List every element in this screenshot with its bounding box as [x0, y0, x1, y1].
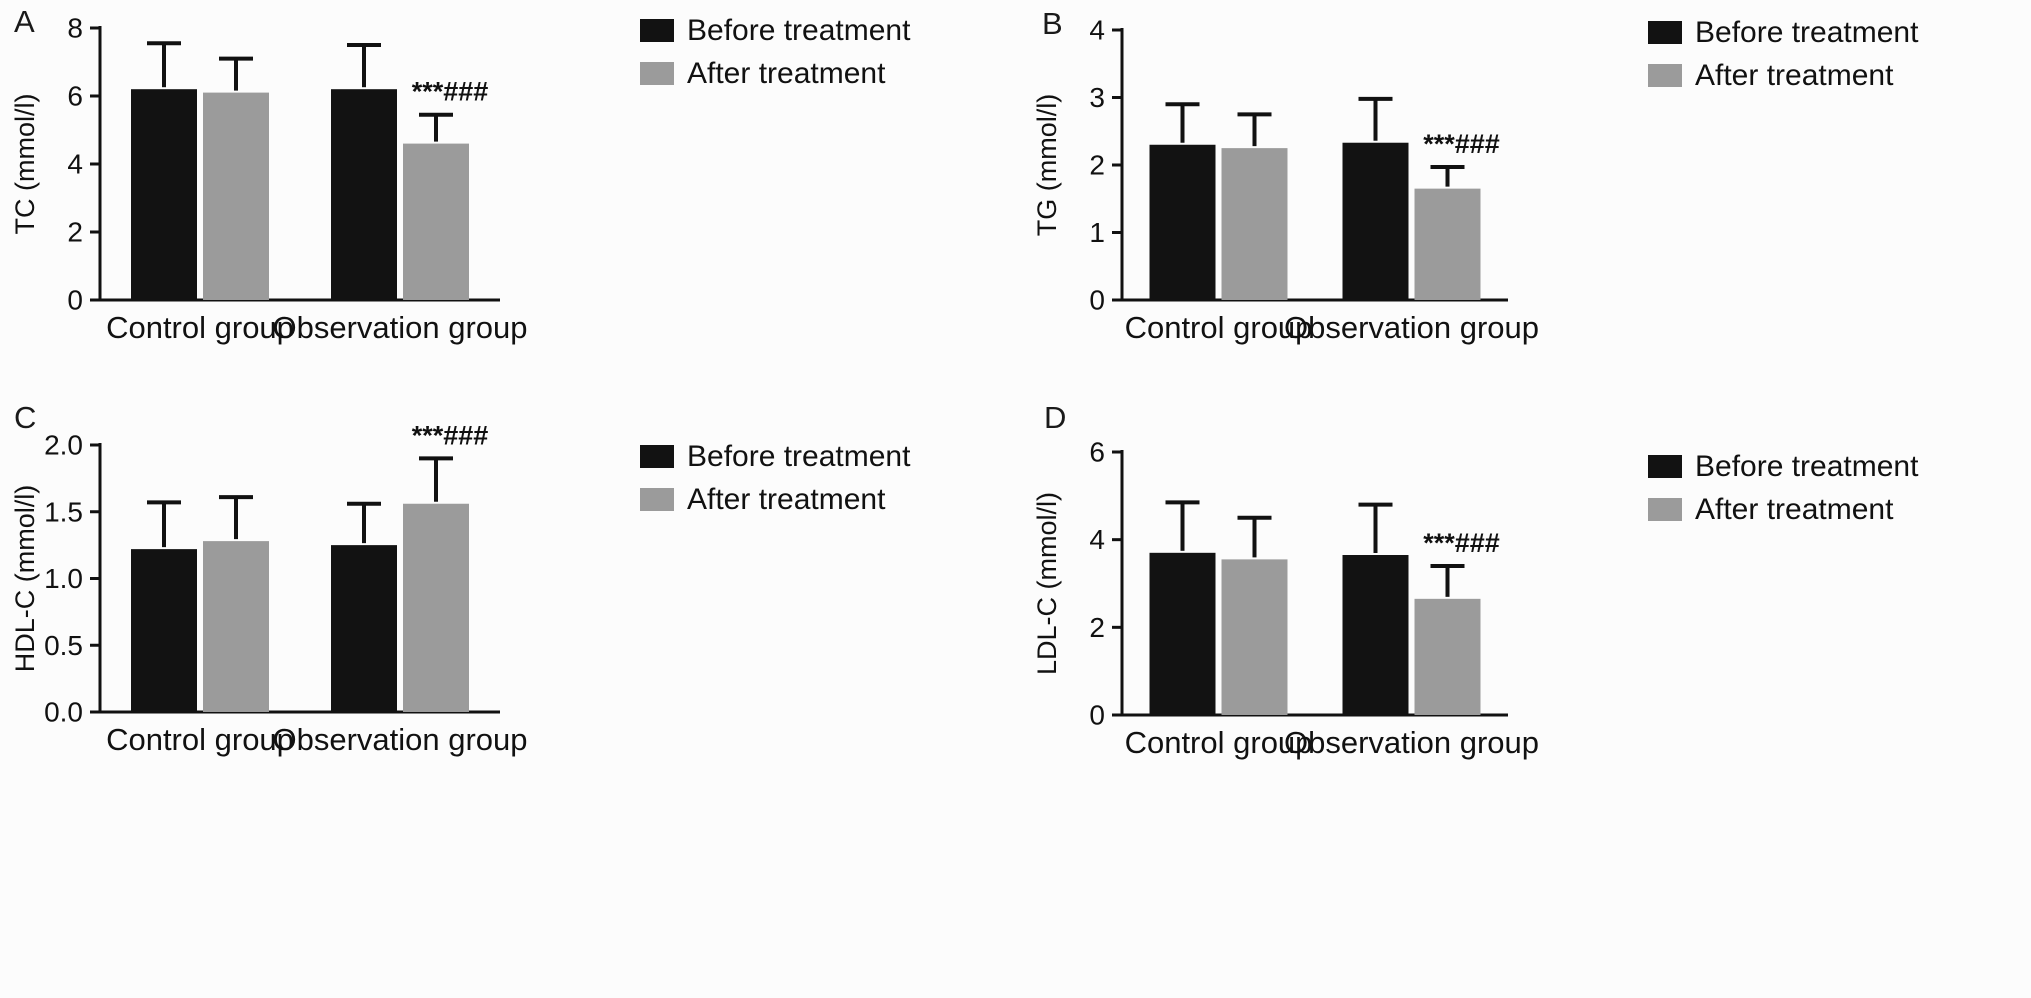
category-label: Observation group [272, 310, 527, 345]
bar [203, 92, 269, 300]
chart-svg: 0 2 4 6 LDL-C (mmol/l) Control group ***### Obs… [1032, 437, 1539, 761]
y-tick-label: 3 [1089, 82, 1105, 113]
category-label: Observation group [272, 722, 527, 757]
legend-swatch-after [640, 62, 674, 85]
legend-swatch-after [1648, 498, 1682, 521]
legend-item-after: After treatment [1648, 493, 1918, 526]
legend-swatch-after [640, 488, 674, 511]
legend-label-after: After treatment [1695, 493, 1894, 526]
y-axis-label: TC (mmol/l) [10, 94, 40, 235]
bar [403, 143, 469, 300]
bar-chart-tg: 0 1 2 3 4 TG (mmol/l) Control group ***### Obser… [1016, 0, 2031, 390]
bar [203, 541, 269, 712]
bar [1414, 598, 1481, 715]
y-axis-label: LDL-C (mmol/l) [1032, 492, 1062, 675]
y-tick-label: 2 [1089, 150, 1105, 181]
bar [1221, 148, 1288, 300]
bar [331, 545, 397, 712]
legend-label-before: Before treatment [1695, 16, 1919, 49]
bar [1221, 559, 1288, 715]
legend-swatch-before [1648, 455, 1682, 478]
legend-swatch-after [1648, 64, 1682, 87]
panel-letter: C [14, 400, 37, 435]
y-tick-label: 0 [1089, 700, 1105, 731]
legend-label-after: After treatment [687, 483, 886, 516]
bar [1342, 142, 1409, 300]
legend: Before treatment After treatment [640, 14, 910, 100]
bar [131, 549, 197, 712]
category-label: Observation group [1284, 310, 1539, 345]
y-tick-label: 0 [67, 285, 83, 316]
significance-annotation: ***### [1423, 528, 1500, 558]
y-axis-label: TG (mmol/l) [1032, 94, 1062, 236]
legend-item-after: After treatment [640, 483, 910, 516]
legend-swatch-before [640, 445, 674, 468]
category-label: Control group [106, 722, 294, 757]
legend-label-before: Before treatment [1695, 450, 1919, 483]
category-label: Control group [1125, 725, 1313, 760]
y-tick-label: 1 [1089, 217, 1105, 248]
category-label: Control group [1125, 310, 1313, 345]
panel-letter: D [1044, 400, 1067, 435]
legend-swatch-before [1648, 21, 1682, 44]
significance-annotation: ***### [412, 77, 489, 107]
bar-chart-hdl: 0.0 0.5 1.0 1.5 2.0 HDL-C (mmol/l) Control gro… [0, 390, 1015, 998]
y-tick-label: 4 [1089, 524, 1105, 555]
bar [1414, 188, 1481, 300]
legend-swatch-before [640, 19, 674, 42]
panel-d: D 0 2 4 6 LDL-C (mmol/l) Control group ***### O… [1016, 390, 2031, 998]
y-tick-label: 8 [67, 13, 83, 44]
category-label: Control group [106, 310, 294, 345]
panel-letter: A [14, 4, 35, 39]
legend-item-before: Before treatment [1648, 16, 1918, 49]
y-tick-label: 6 [1089, 437, 1105, 468]
legend-item-before: Before treatment [1648, 450, 1918, 483]
legend: Before treatment After treatment [1648, 450, 1918, 536]
y-tick-label: 2 [1089, 612, 1105, 643]
bar [403, 503, 469, 712]
panel-letter: B [1042, 6, 1063, 41]
legend-item-after: After treatment [640, 57, 910, 90]
bar-chart-ldl: 0 2 4 6 LDL-C (mmol/l) Control group ***### Obs… [1016, 390, 2031, 998]
legend-item-before: Before treatment [640, 440, 910, 473]
legend-label-after: After treatment [687, 57, 886, 90]
y-tick-label: 4 [1089, 15, 1105, 46]
y-tick-label: 1.0 [44, 563, 83, 594]
significance-annotation: ***### [1423, 129, 1500, 159]
legend-item-after: After treatment [1648, 59, 1918, 92]
bar [1342, 555, 1409, 715]
y-tick-label: 2.0 [44, 430, 83, 461]
y-tick-label: 2 [67, 217, 83, 248]
y-tick-label: 4 [67, 149, 83, 180]
category-label: Observation group [1284, 725, 1539, 760]
bar [131, 89, 197, 300]
y-tick-label: 0.5 [44, 630, 83, 661]
chart-svg: 0 1 2 3 4 TG (mmol/l) Control group ***### Obser… [1032, 15, 1539, 346]
legend-label-after: After treatment [1695, 59, 1894, 92]
y-tick-label: 0 [1089, 285, 1105, 316]
panel-b: B 0 1 2 3 4 TG (mmol/l) Control group ***### Obs… [1016, 0, 2031, 390]
bar [331, 89, 397, 300]
y-axis-label: HDL-C (mmol/l) [10, 485, 40, 672]
bar [1149, 144, 1216, 300]
y-tick-label: 1.5 [44, 496, 83, 527]
significance-annotation: ***### [412, 420, 489, 450]
legend-item-before: Before treatment [640, 14, 910, 47]
y-tick-label: 0.0 [44, 697, 83, 728]
legend: Before treatment After treatment [1648, 16, 1918, 102]
chart-svg: 0 2 4 6 8 TC (mmol/l) Control group ***### Obser… [10, 13, 528, 346]
panel-c: C 0.0 0.5 1.0 1.5 2.0 HDL-C (mmol/l) Control g… [0, 390, 1015, 998]
bar-chart-tc: 0 2 4 6 8 TC (mmol/l) Control group ***### Obser… [0, 0, 1015, 390]
y-tick-label: 6 [67, 81, 83, 112]
legend-label-before: Before treatment [687, 14, 911, 47]
legend-label-before: Before treatment [687, 440, 911, 473]
panel-a: A 0 2 4 6 8 TC (mmol/l) Control group ***### Obs… [0, 0, 1015, 390]
legend: Before treatment After treatment [640, 440, 910, 526]
bar [1149, 552, 1216, 715]
